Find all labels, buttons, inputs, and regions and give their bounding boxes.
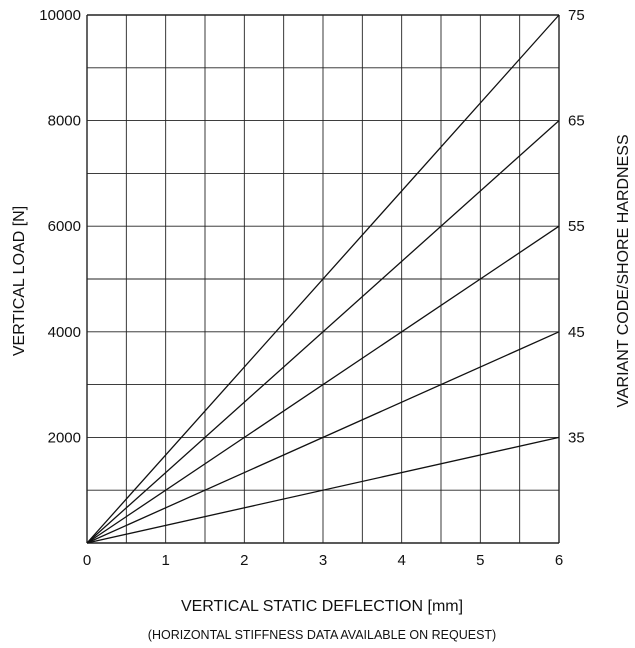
x-tick-label: 0	[83, 552, 91, 569]
x-tick-label: 3	[319, 552, 327, 569]
y-tick-label: 6000	[48, 218, 81, 235]
series-label-65: 65	[568, 113, 585, 130]
series-label-45: 45	[568, 324, 585, 341]
y-tick-label: 10000	[39, 7, 81, 24]
x-axis-title: VERTICAL STATIC DEFLECTION [mm]	[181, 598, 463, 615]
series-label-35: 35	[568, 429, 585, 446]
series-line-45	[86, 331, 560, 544]
y-tick-label: 8000	[48, 113, 81, 130]
x-tick-label: 5	[476, 552, 484, 569]
series-line-55	[86, 225, 560, 544]
x-tick-label: 1	[161, 552, 169, 569]
y-tick-label: 2000	[48, 429, 81, 446]
series-line-75	[86, 14, 560, 544]
y2-axis-title: VARIANT CODE/SHORE HARDNESS	[615, 134, 632, 407]
series-lines	[86, 14, 560, 544]
y-axis-title: VERTICAL LOAD [N]	[11, 206, 28, 356]
series-label-75: 75	[568, 7, 585, 24]
footnote: (HORIZONTAL STIFFNESS DATA AVAILABLE ON …	[148, 628, 496, 642]
x-tick-label: 6	[555, 552, 563, 569]
series-label-55: 55	[568, 218, 585, 235]
y-tick-label: 4000	[48, 324, 81, 341]
x-tick-label: 4	[397, 552, 405, 569]
x-tick-label: 2	[240, 552, 248, 569]
series-line-65	[86, 120, 560, 544]
series-line-35	[86, 436, 560, 544]
